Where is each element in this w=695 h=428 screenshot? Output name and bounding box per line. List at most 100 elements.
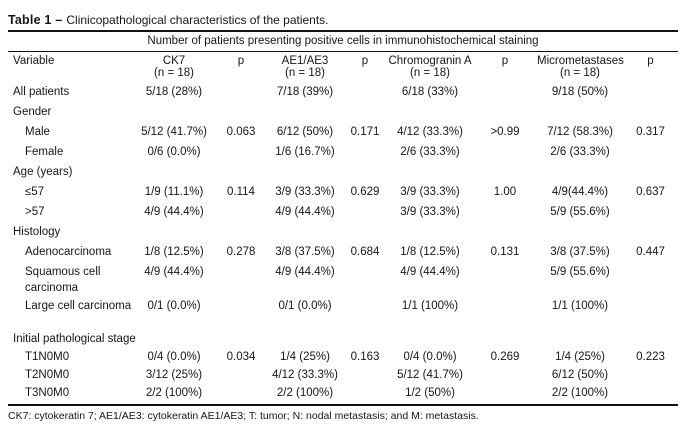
cell-p-value: [623, 262, 678, 264]
cell-value: 2/6 (33.3%): [400, 146, 460, 158]
cell-p-value: [215, 366, 267, 384]
cell-p-value: [215, 202, 267, 222]
cell-p-value: [343, 202, 387, 222]
column-label: p: [237, 55, 245, 67]
cell-value: 4/9 (44.4%): [144, 266, 204, 278]
cell-p-value: 0.063: [226, 126, 256, 138]
table-row: All patients 5/18 (28%) 7/18 (39%) 6/18 (33…: [8, 82, 678, 102]
table-row: Squamous cell carcinoma 4/9 (44.4%) 4/9 (4…: [8, 262, 678, 296]
cell-value: 3/8 (37.5%): [275, 246, 335, 258]
cell-variable: Female: [25, 146, 64, 158]
cell-p-value: [623, 142, 678, 162]
cell-value: 4/9 (44.4%): [275, 206, 335, 218]
cell-p-value: 0.163: [350, 351, 380, 363]
cell-value: 4/9 (44.4%): [275, 266, 335, 278]
cell-value: 3/9 (33.3%): [400, 206, 460, 218]
cell-p-value: [343, 142, 387, 162]
cell-value: 2/2 (100%): [276, 387, 334, 399]
cell-p-value: [623, 296, 678, 298]
cell-variable: ≤57: [25, 186, 45, 198]
cell-p-value: [215, 82, 267, 102]
column-header-p: p: [623, 55, 678, 80]
cell-p-value: [343, 296, 387, 298]
cell-p-value: 0.317: [636, 126, 665, 138]
cell-value: 1/4 (25%): [555, 351, 605, 363]
cell-value: 4/12 (33.3%): [272, 369, 338, 381]
cell-p-value: 0.637: [636, 186, 665, 198]
column-header-micrometastases: Micrometastases (n = 18): [537, 55, 624, 80]
cell-variable: >57: [25, 206, 45, 218]
cell-p-value: [473, 366, 537, 384]
spanning-header: Number of patients presenting positive c…: [8, 32, 678, 52]
cell-value: 2/6 (33.3%): [550, 146, 610, 158]
cell-p-value: 0.034: [226, 351, 256, 363]
column-sublabel: (n = 18): [154, 67, 194, 79]
cell-p-value: [343, 262, 387, 264]
table-row: >57 4/9 (44.4%) 4/9 (44.4%) 3/9 (33.3%) 5/9 …: [8, 202, 678, 222]
column-header-ck7: CK7 (n = 18): [133, 55, 215, 80]
cell-value: 5/9 (55.6%): [550, 266, 610, 278]
cell-value: 5/12 (41.7%): [397, 369, 463, 381]
cell-value: 4/9 (44.4%): [144, 206, 204, 218]
cell-value: 5/18 (28%): [145, 86, 203, 98]
cell-variable: All patients: [13, 86, 70, 98]
cell-p-value: 0.684: [350, 246, 380, 258]
table-caption-text: Clinicopathological characteristics of t…: [66, 13, 329, 27]
cell-p-value: 0.171: [350, 126, 380, 138]
cell-variable: Adenocarcinoma: [25, 246, 112, 258]
column-sublabel: (n = 18): [285, 67, 325, 79]
cell-p-value: [473, 296, 537, 298]
cell-value: 7/18 (39%): [276, 86, 334, 98]
cell-value: 7/12 (58.3%): [547, 126, 613, 138]
column-header-p: p: [343, 55, 387, 80]
cell-p-value: 0.447: [636, 246, 665, 258]
table-row: ≤57 1/9 (11.1%) 0.114 3/9 (33.3%) 0.629 3/9 (…: [8, 182, 678, 202]
column-label: AE1/AE3: [281, 55, 329, 67]
cell-value: 1/4 (25%): [280, 351, 330, 363]
cell-p-value: [215, 384, 267, 402]
cell-p-value: >0.99: [490, 126, 520, 138]
cell-variable: Male: [25, 126, 50, 138]
cell-variable: T3N0M0: [25, 387, 70, 399]
cell-p-value: [623, 202, 678, 222]
cell-value: 3/8 (37.5%): [550, 246, 610, 258]
cell-p-value: 0.269: [490, 351, 520, 363]
cell-p-value: [343, 82, 387, 102]
section-row: Histology: [13, 226, 61, 238]
cell-p-value: [623, 82, 678, 102]
table-caption: Table 1 – Clinicopathological characteris…: [8, 12, 678, 30]
cell-value: 0/6 (0.0%): [147, 146, 201, 158]
cell-value: 1/1 (100%): [551, 300, 609, 312]
column-label: Chromogranin A: [388, 55, 472, 67]
table-row: Adenocarcinoma 1/8 (12.5%) 0.278 3/8 (37.5%…: [8, 242, 678, 262]
cell-variable: Squamous cell carcinoma: [25, 266, 101, 294]
cell-p-value: [623, 384, 678, 402]
column-label: p: [361, 55, 369, 67]
table-content: Table 1 – Clinicopathological characteris…: [8, 12, 678, 423]
column-label: p: [647, 55, 654, 67]
cell-variable: Large cell carcinoma: [25, 300, 132, 312]
cell-p-value: [623, 366, 678, 384]
clinicopathological-table: Number of patients presenting positive c…: [8, 30, 678, 406]
cell-value: 0/4 (0.0%): [147, 351, 201, 363]
cell-p-value: 0.278: [226, 246, 256, 258]
cell-p-value: [215, 142, 267, 162]
cell-value: 1/9 (11.1%): [144, 186, 204, 198]
cell-value: 1/8 (12.5%): [400, 246, 460, 258]
cell-value: 0/4 (0.0%): [403, 351, 457, 363]
cell-p-value: 0.223: [636, 351, 665, 363]
cell-p-value: [473, 82, 537, 102]
column-header-row: Variable CK7 (n = 18) p AE1/AE3 (n = 18) p Chro…: [8, 52, 678, 82]
column-sublabel: (n = 18): [560, 67, 600, 79]
cell-value: 4/9 (44.4%): [400, 266, 460, 278]
cell-value: 0/1 (0.0%): [278, 300, 332, 312]
table-row: T2N0M0 3/12 (25%) 4/12 (33.3%) 5/12 (41.7%)…: [8, 366, 678, 384]
column-label: Micrometastases: [537, 55, 624, 67]
cell-p-value: [473, 142, 537, 162]
cell-p-value: [343, 384, 387, 402]
cell-value: 3/12 (25%): [145, 369, 203, 381]
cell-value: 3/9 (33.3%): [275, 186, 335, 198]
table-row: T3N0M0 2/2 (100%) 2/2 (100%) 1/2 (50%) 2/2 (…: [8, 384, 678, 402]
column-label: p: [501, 55, 509, 67]
table-body: All patients 5/18 (28%) 7/18 (39%) 6/18 (33…: [8, 82, 678, 404]
